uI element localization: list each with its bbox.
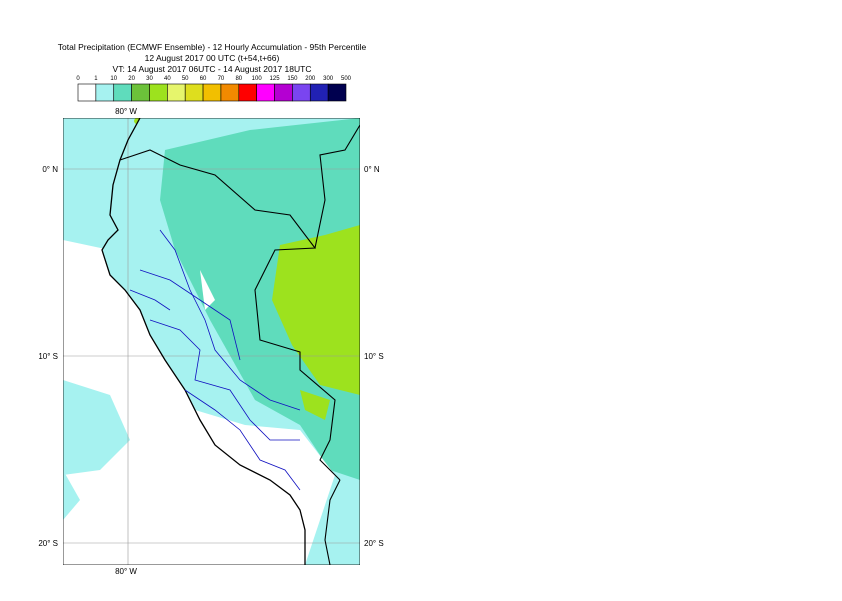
legend-swatch: [309, 83, 329, 102]
legend-swatch: [131, 83, 150, 102]
legend-label: 70: [218, 76, 225, 82]
legend-swatch: [77, 83, 97, 102]
title: 12 August 2017 00 UTC (t+54,t+66): [145, 53, 280, 63]
legend-label: 50: [182, 76, 189, 82]
map: [63, 118, 360, 565]
lat-label: 20° S: [38, 539, 58, 548]
legend-label: 30: [146, 76, 153, 82]
lat-label: 10° S: [364, 352, 384, 361]
legend-label: 200: [305, 76, 316, 82]
legend-label: 500: [341, 76, 352, 82]
lat-label: 0° N: [42, 165, 58, 174]
legend-swatch: [238, 83, 257, 102]
legend-label: 150: [287, 76, 298, 82]
legend-swatch: [184, 83, 204, 102]
legend-swatch: [202, 83, 222, 102]
legend-swatch: [256, 83, 275, 102]
legend-swatch: [292, 83, 311, 102]
lon-label: 80° W: [115, 107, 137, 116]
legend-swatch: [220, 83, 240, 102]
title: Total Precipitation (ECMWF Ensemble) - 1…: [58, 42, 367, 52]
lat-label: 0° N: [364, 165, 380, 174]
legend-label: 1: [94, 76, 98, 82]
legend-label: 300: [323, 76, 334, 82]
lon-label: 80° W: [115, 567, 137, 576]
legend-label: 80: [235, 76, 242, 82]
lat-label: 20° S: [364, 539, 384, 548]
legend: 0 1 10 20 30 40 50 60 70 80 100 125 150 200 300 500: [76, 76, 352, 102]
legend-label: 10: [110, 76, 117, 82]
legend-swatch: [149, 83, 168, 102]
legend-swatch: [327, 83, 347, 102]
legend-swatch: [167, 83, 186, 102]
legend-swatch: [274, 83, 293, 102]
legend-label: 40: [164, 76, 171, 82]
lat-label: 10° S: [38, 352, 58, 361]
legend-swatch: [95, 83, 115, 102]
legend-label: 0: [76, 76, 80, 82]
legend-label: 100: [252, 76, 263, 82]
legend-label: 20: [128, 76, 135, 82]
legend-swatch: [113, 83, 132, 102]
legend-label: 60: [200, 76, 207, 82]
legend-label: 125: [270, 76, 281, 82]
title: VT: 14 August 2017 06UTC - 14 August 201…: [113, 64, 312, 74]
